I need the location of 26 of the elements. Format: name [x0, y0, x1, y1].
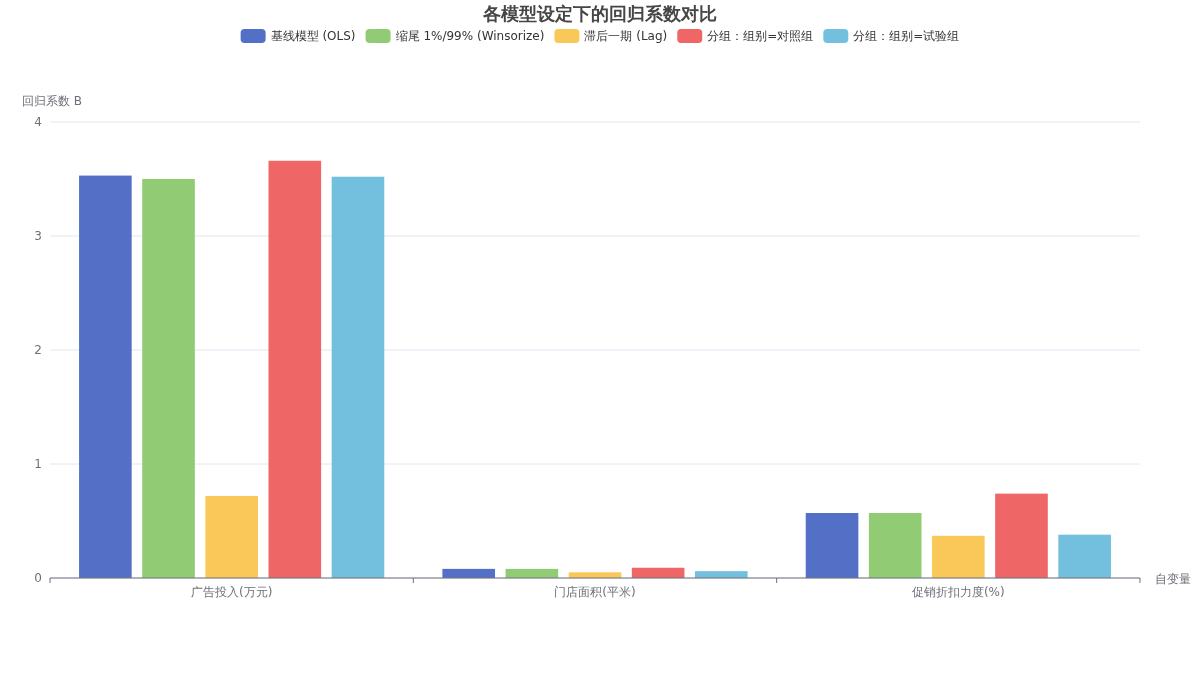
y-axis-title: 回归系数 B	[22, 94, 83, 108]
x-tick-label: 广告投入(万元)	[190, 585, 273, 599]
bar	[868, 513, 922, 578]
bar	[79, 175, 132, 578]
bar	[142, 179, 195, 578]
x-tick-label: 门店面积(平米)	[554, 585, 636, 599]
bar	[268, 160, 322, 578]
y-tick-label: 0	[34, 571, 42, 585]
legend-label: 分组：组别=对照组	[707, 29, 814, 43]
bar	[331, 176, 385, 578]
bar	[1058, 534, 1111, 578]
legend-label: 分组：组别=试验组	[853, 29, 960, 43]
bar	[205, 495, 258, 578]
bar	[995, 493, 1048, 578]
y-tick-label: 1	[34, 457, 42, 471]
x-tick-label: 促销折扣力度(%)	[911, 585, 1005, 599]
legend-label: 滞后一期 (Lag)	[584, 29, 668, 43]
x-axis-title: 自变量	[1155, 572, 1191, 586]
y-tick-label: 2	[34, 343, 42, 357]
chart-title: 各模型设定下的回归系数对比	[482, 3, 717, 24]
bar	[932, 535, 985, 578]
y-tick-label: 4	[34, 115, 42, 129]
legend-label: 缩尾 1%/99% (Winsorize)	[395, 29, 545, 43]
y-tick-label: 3	[34, 229, 42, 243]
bar	[805, 513, 859, 578]
legend-label: 基线模型 (OLS)	[270, 29, 356, 43]
